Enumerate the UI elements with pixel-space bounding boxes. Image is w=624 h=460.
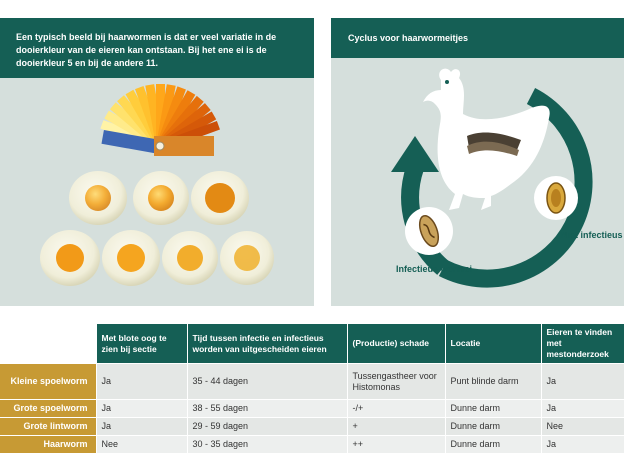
col-header-location: Locatie (444, 324, 541, 364)
table-cell: Ja (95, 399, 187, 418)
table-row: Haarworm Nee 30 - 35 dagen ++ Dunne darm… (0, 435, 624, 453)
yolk-caption: Een typisch beeld bij haarwormen is dat … (16, 32, 277, 68)
table-cell: 38 - 55 dagen (186, 399, 347, 418)
table-cell: Dunne darm (444, 417, 541, 436)
table-cell: -/+ (346, 399, 445, 418)
table-cell: Punt blinde darm (444, 363, 541, 400)
col-header-damage: (Productie) schade (346, 324, 445, 364)
table-cell: Dunne darm (444, 435, 541, 453)
table-cell: Dunne darm (444, 399, 541, 418)
cycle-illustration (391, 68, 593, 288)
table-cell: Tussengastheer voor Histomonas (346, 363, 445, 400)
table-cell: 29 - 59 dagen (186, 417, 347, 436)
table-cell: 35 - 44 dagen (186, 363, 347, 400)
table-row: Kleine spoelworm Ja 35 - 44 dagen Tussen… (0, 363, 624, 400)
col-header-visible: Met blote oog te zien bij sectie (95, 324, 187, 364)
col-header-time: Tijd tussen infectie en infectieus worde… (186, 324, 347, 364)
fan-blade (156, 84, 176, 147)
egg-yolk-photo (40, 84, 274, 286)
table-cell: Ja (95, 417, 187, 436)
row-label: Grote lintworm (0, 417, 96, 436)
eggs (40, 171, 274, 286)
yolk-panel-header: Een typisch beeld bij haarwormen is dat … (0, 18, 314, 78)
label-infectious-egg: Infectieus wormei (396, 264, 473, 274)
cycle-panel: Cyclus voor haarwormeitjes (331, 18, 624, 306)
yolk-color-panel: Een typisch beeld bij haarwormen is dat … (0, 18, 314, 306)
table-cell: Ja (540, 399, 624, 418)
table-cell: Nee (95, 435, 187, 453)
yolk-color-fan (100, 84, 220, 156)
table-cell: Ja (95, 363, 187, 400)
table-cell: + (346, 417, 445, 436)
table-cell: Ja (540, 363, 624, 400)
table-header-row: Met blote oog te zien bij sectie Tijd tu… (0, 324, 624, 364)
table-row: Grote spoelworm Ja 38 - 55 dagen -/+ Dun… (0, 399, 624, 418)
row-label: Haarworm (0, 435, 96, 453)
cycle-title: Cyclus voor haarwormeitjes (348, 33, 469, 43)
table-cell: Ja (540, 435, 624, 453)
worm-icon (467, 132, 521, 156)
table-cell: Nee (540, 417, 624, 436)
col-header-manure-test: Eieren te vinden met mestonderzoek (540, 324, 624, 364)
label-noninfectious-egg: Niet infectieus wormei (561, 230, 624, 240)
row-label: Kleine spoelworm (0, 363, 96, 400)
table-cell: ++ (346, 435, 445, 453)
noninfectious-egg-icon (534, 176, 578, 220)
table-cell: 30 - 35 dagen (186, 435, 347, 453)
table-corner (0, 324, 96, 364)
table-row: Grote lintworm Ja 29 - 59 dagen + Dunne … (0, 417, 624, 436)
infectious-egg-icon (405, 207, 453, 255)
cycle-panel-header: Cyclus voor haarwormeitjes (331, 18, 624, 58)
worm-comparison-table: Met blote oog te zien bij sectie Tijd tu… (0, 324, 624, 453)
row-label: Grote spoelworm (0, 399, 96, 418)
